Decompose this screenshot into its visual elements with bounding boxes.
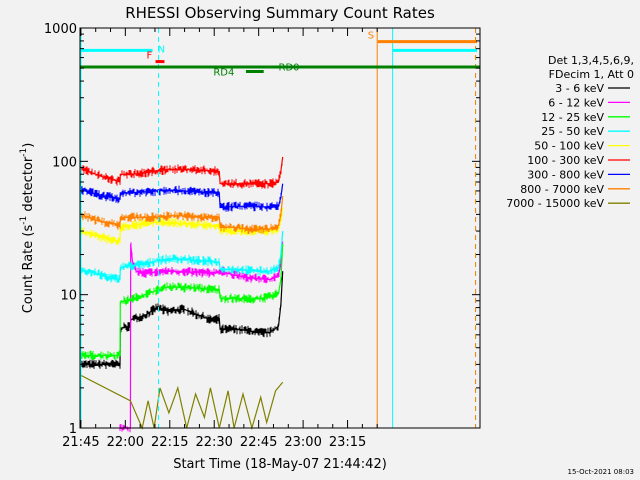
x-tick-label-2: 22:15 [151, 435, 188, 450]
y-axis-label-end: ) [21, 143, 36, 148]
y-tick-label-1: 10 [60, 289, 77, 304]
legend-label-4: 50 - 100 keV [534, 140, 604, 153]
legend-label-5: 100 - 300 keV [527, 154, 604, 167]
y-axis-label-mid: detector [21, 156, 36, 216]
legend-label-0: 3 - 6 keV [555, 82, 604, 95]
chart-title: RHESSI Observing Summary Count Rates [125, 4, 435, 22]
rate-bar-label-1: F [147, 51, 153, 62]
legend-label-3: 25 - 50 keV [541, 125, 604, 138]
rate-bar-label-2: S [368, 31, 374, 42]
y-axis-label: Count Rate (s-1 detector-1) [19, 143, 36, 314]
y-tick-label-0: 1 [69, 422, 77, 437]
legend: Det 1,3,4,5,6,9, FDecim 1, Att 0 3 - 6 k… [506, 54, 634, 210]
x-tick-label-3: 22:30 [195, 435, 232, 450]
rate-bar-label-0: N [158, 44, 165, 55]
timestamp: 15-Oct-2021 08:03 [568, 468, 634, 476]
legend-label-7: 800 - 7000 keV [520, 183, 604, 196]
legend-header-line2: FDecim 1, Att 0 [549, 68, 634, 81]
x-tick-label-1: 22:00 [107, 435, 144, 450]
y-tick-label-2: 100 [52, 155, 77, 170]
rd-label-0: RD4 [213, 68, 234, 79]
y-axis-label-sup2: -1 [19, 148, 29, 157]
series-line-8 [79, 374, 284, 431]
legend-label-8: 7000 - 15000 keV [506, 197, 604, 210]
x-axis-label: Start Time (18-May-07 21:44:42) [173, 457, 387, 472]
y-axis: 1 10 100 1000 [44, 22, 480, 437]
legend-header-line1: Det 1,3,4,5,6,9, [548, 54, 634, 67]
plot-frame [79, 27, 481, 429]
legend-label-6: 300 - 800 keV [527, 168, 604, 181]
legend-label-2: 12 - 25 keV [541, 111, 604, 124]
x-axis: 21:45 22:00 22:15 22:30 22:45 23:00 23:15 [62, 28, 378, 450]
rd-label-1: RD0 [279, 63, 300, 74]
y-axis-label-sup1: -1 [19, 216, 29, 225]
x-tick-label-4: 22:45 [240, 435, 277, 450]
y-tick-label-3: 1000 [44, 22, 77, 37]
x-tick-label-0: 21:45 [62, 435, 99, 450]
x-tick-label-6: 23:15 [329, 435, 366, 450]
legend-label-1: 6 - 12 keV [548, 96, 604, 109]
x-tick-label-5: 23:00 [284, 435, 321, 450]
y-axis-label-main: Count Rate (s [21, 225, 36, 314]
annotation-layer: NF S RD4 RD0 [80, 28, 480, 428]
